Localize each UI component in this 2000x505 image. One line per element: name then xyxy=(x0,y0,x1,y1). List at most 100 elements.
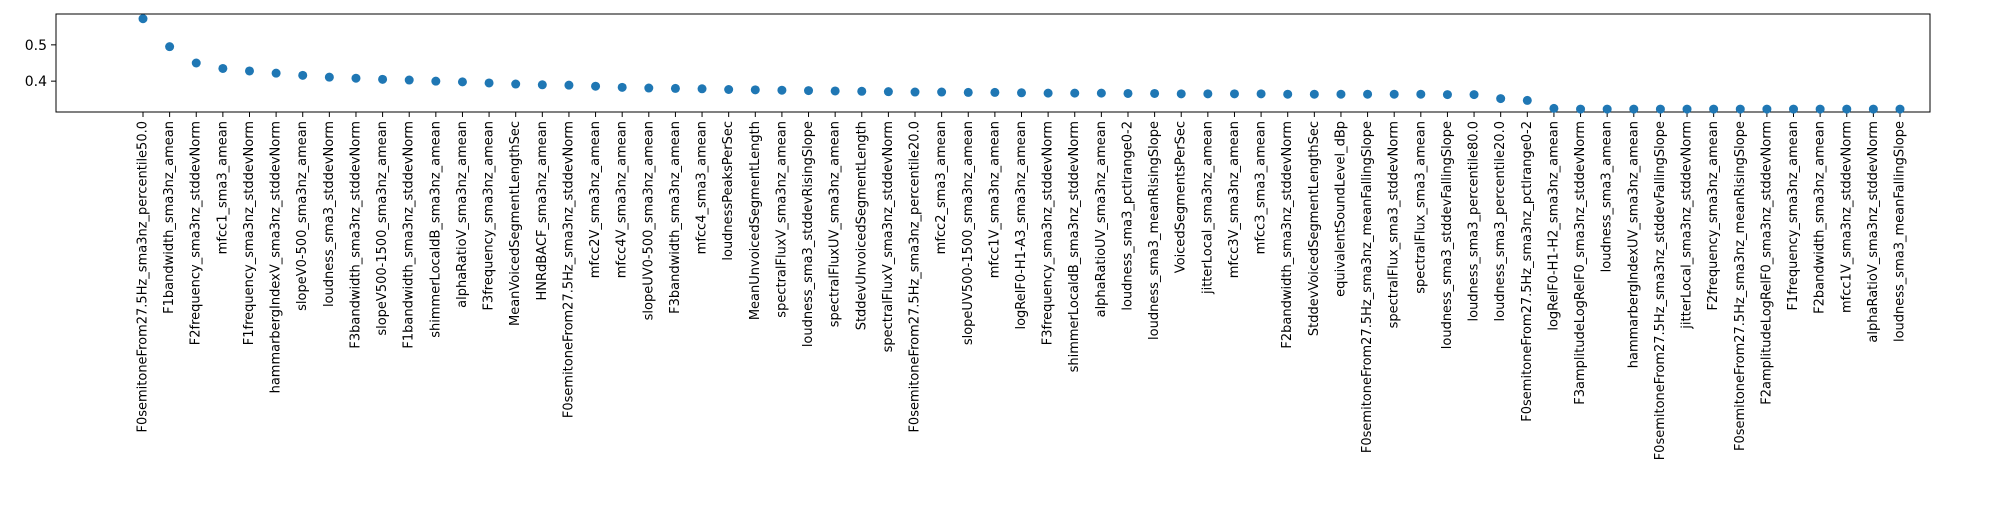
x-tick-label: F0semitoneFrom27.5Hz_sma3nz_meanRisingSl… xyxy=(1733,121,1748,451)
data-point xyxy=(1789,104,1799,114)
x-tick-label: slopeUV0-500_sma3nz_amean xyxy=(641,121,656,320)
data-point xyxy=(830,86,840,96)
x-tick-label: F0semitoneFrom27.5Hz_sma3nz_stddevFallin… xyxy=(1653,121,1668,460)
data-point xyxy=(697,84,707,94)
data-point xyxy=(1709,104,1719,114)
data-point xyxy=(431,76,441,86)
data-point xyxy=(1017,88,1026,98)
x-tick-label: F3bandwidth_sma3nz_stddevNorm xyxy=(348,121,363,349)
data-point xyxy=(990,87,1000,97)
data-point xyxy=(271,68,281,78)
data-point xyxy=(857,86,867,96)
x-tick-label: spectralFlux_sma3_stddevNorm xyxy=(1387,121,1402,328)
x-tick-label: alphaRatioV_sma3nz_amean xyxy=(455,121,470,308)
data-point xyxy=(883,87,893,97)
data-point xyxy=(1442,90,1452,100)
x-tick-label: loudness_sma3_stddevRisingSlope xyxy=(801,121,816,347)
x-tick-label: loudness_sma3_stddevFallingSlope xyxy=(1440,121,1455,349)
data-point xyxy=(1602,104,1612,114)
data-point xyxy=(564,80,574,90)
x-tick-label: loudness_sma3_pctlrange0-2 xyxy=(1120,121,1135,311)
data-point xyxy=(724,84,734,94)
data-point xyxy=(1389,89,1399,99)
data-point xyxy=(591,81,601,91)
x-tick-label: F0semitoneFrom27.5Hz_sma3nz_stddevNorm xyxy=(561,121,576,418)
x-tick-label: spectralFlux_sma3_amean xyxy=(1413,121,1428,294)
data-point xyxy=(1096,88,1106,98)
x-tick-label: F0semitoneFrom27.5Hz_sma3nz_percentile50… xyxy=(136,121,151,433)
x-tick-label: equivalentSoundLevel_dBp xyxy=(1333,121,1348,297)
data-point xyxy=(750,85,760,95)
data-point xyxy=(457,77,467,87)
data-point xyxy=(138,14,148,24)
x-tick-label: F3bandwidth_sma3nz_amean xyxy=(668,121,683,314)
data-point xyxy=(1309,89,1319,99)
data-point xyxy=(804,86,814,96)
x-tick-label: loudness_sma3_amean xyxy=(1600,121,1615,272)
x-tick-label: F0semitoneFrom27.5Hz_sma3nz_percentile20… xyxy=(908,121,923,433)
data-point xyxy=(1123,88,1133,98)
x-tick-label: hammarbergIndexV_sma3nz_stddevNorm xyxy=(269,121,284,393)
data-point xyxy=(1176,89,1186,99)
x-tick-label: slopeUV500-1500_sma3nz_amean xyxy=(961,121,976,345)
data-point xyxy=(1522,95,1532,105)
data-point xyxy=(1895,104,1905,114)
data-point xyxy=(1256,89,1266,99)
data-point xyxy=(298,70,308,80)
x-tick-label: StddevVoicedSegmentLengthSec xyxy=(1307,121,1322,336)
x-tick-label: mfcc1_sma3_amean xyxy=(215,121,230,254)
x-tick-label: loudness_sma3_meanRisingSlope xyxy=(1147,121,1162,340)
y-tick-label: 0.5 xyxy=(25,38,47,54)
x-tick-label: MeanVoicedSegmentLengthSec xyxy=(508,121,523,326)
data-point xyxy=(1868,104,1878,114)
x-tick-label: mfcc2_sma3_amean xyxy=(934,121,949,254)
x-tick-label: alphaRatioV_sma3nz_stddevNorm xyxy=(1866,121,1881,343)
x-tick-label: F1bandwidth_sma3nz_stddevNorm xyxy=(402,121,417,349)
x-tick-label: F0semitoneFrom27.5Hz_sma3nz_pctlrange0-2 xyxy=(1520,121,1535,422)
x-tick-label: mfcc1V_sma3nz_stddevNorm xyxy=(1839,121,1854,313)
x-tick-label: StddevUnvoicedSegmentLength xyxy=(854,121,869,330)
data-point xyxy=(1842,104,1852,114)
x-tick-label: F3amplitudeLogRelF0_sma3nz_stddevNorm xyxy=(1573,121,1588,405)
data-point xyxy=(1682,104,1692,114)
data-point xyxy=(191,58,201,68)
data-point xyxy=(324,72,334,82)
x-tick-label: F0semitoneFrom27.5Hz_sma3nz_meanFallingS… xyxy=(1360,121,1375,453)
data-point xyxy=(1150,88,1160,98)
x-tick-label: F2frequency_sma3nz_stddevNorm xyxy=(189,121,204,345)
x-tick-label: spectralFluxUV_sma3nz_amean xyxy=(828,121,843,327)
x-tick-label: mfcc4_sma3_amean xyxy=(695,121,710,254)
data-point xyxy=(1203,89,1213,99)
x-tick-label: mfcc3_sma3_amean xyxy=(1254,121,1269,254)
data-point xyxy=(937,87,947,97)
x-tick-label: MeanUnvoicedSegmentLength xyxy=(748,121,763,320)
data-point xyxy=(1229,89,1239,99)
data-point xyxy=(1070,88,1080,98)
x-tick-label: F2amplitudeLogRelF0_sma3nz_stddevNorm xyxy=(1759,121,1774,405)
x-tick-label: slopeV0-500_sma3nz_amean xyxy=(295,121,310,311)
x-tick-label: F1frequency_sma3nz_amean xyxy=(1786,121,1801,311)
data-point xyxy=(1363,89,1373,99)
x-tick-label: mfcc4V_sma3nz_amean xyxy=(615,121,630,278)
data-point xyxy=(1416,89,1426,99)
y-axis: 0.4 0.5 xyxy=(25,38,56,90)
data-point xyxy=(1629,104,1639,114)
data-point xyxy=(644,83,654,93)
data-point xyxy=(617,82,627,92)
plot-area-frame xyxy=(55,13,1931,113)
x-tick-label: loudness_sma3_percentile80.0 xyxy=(1467,121,1482,321)
x-tick-label: F2bandwidth_sma3nz_amean xyxy=(1813,121,1828,314)
data-point xyxy=(1815,104,1825,114)
data-point xyxy=(1496,94,1506,104)
data-point xyxy=(963,87,973,97)
x-tick-label: jitterLocal_sma3nz_stddevNorm xyxy=(1680,121,1695,330)
data-point xyxy=(670,83,680,93)
data-point xyxy=(351,73,361,83)
data-point xyxy=(165,42,175,52)
data-points xyxy=(138,14,1905,114)
x-tick-label: slopeV500-1500_sma3nz_amean xyxy=(375,121,390,336)
x-tick-label: logRelF0-H1-A3_sma3nz_amean xyxy=(1014,121,1029,330)
data-point xyxy=(244,66,254,76)
data-point xyxy=(1549,103,1559,113)
